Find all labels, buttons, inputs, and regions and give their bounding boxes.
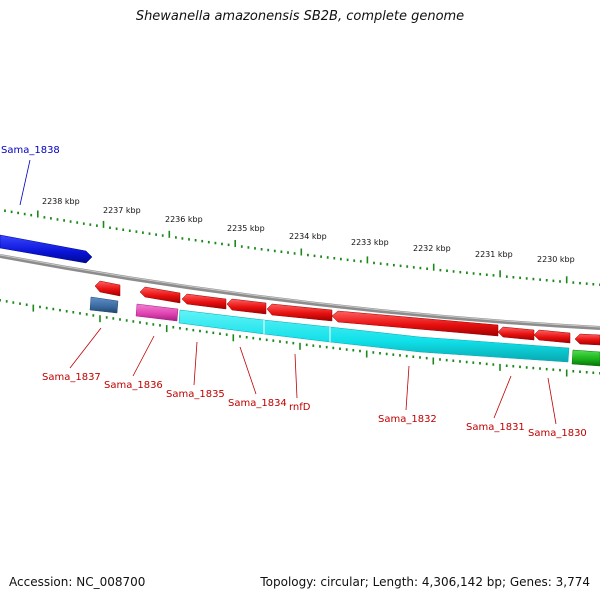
gene-labels: Sama_1838 Sama_1837 Sama_1836 Sama_1835 … [1, 145, 587, 439]
gene-label-sama-1838[interactable]: Sama_1838 [1, 145, 60, 156]
gene-label-sama-1835[interactable]: Sama_1835 [166, 389, 225, 400]
gene-sama-1838-arrow[interactable] [0, 234, 93, 264]
feature-pink-block [135, 303, 179, 322]
kbp-label: 2234 kbp [289, 232, 327, 241]
gene-label-sama-1837[interactable]: Sama_1837 [42, 372, 101, 383]
genome-backbone-highlight [0, 254, 600, 328]
kbp-label: 2232 kbp [413, 244, 451, 253]
outer-tick-ring [4, 209, 600, 286]
gene-partial-right-arrow[interactable] [574, 333, 600, 346]
kbp-labels: 2238 kbp 2237 kbp 2236 kbp 2235 kbp 2234… [42, 197, 575, 264]
kbp-label: 2233 kbp [351, 238, 389, 247]
gene-leaders [19, 159, 557, 425]
kbp-label: 2237 kbp [103, 206, 141, 215]
gene-label-rnfd[interactable]: rnfD [289, 402, 311, 413]
leader-sama-1835 [193, 341, 198, 386]
genome-summary-text: Topology: circular; Length: 4,306,142 bp… [260, 575, 590, 589]
gene-sama-1835-arrow[interactable] [181, 293, 227, 310]
gene-sama-1830-arrow[interactable] [533, 329, 571, 344]
leader-sama-1832 [405, 365, 410, 411]
gene-sama-1837-arrow[interactable] [94, 280, 121, 297]
leader-sama-1834 [239, 346, 257, 395]
inner-tick-ring [0, 299, 600, 377]
kbp-label: 2236 kbp [165, 215, 203, 224]
map-title: Shewanella amazonensis SB2B, complete ge… [135, 9, 465, 24]
gene-label-sama-1834[interactable]: Sama_1834 [228, 398, 287, 409]
gene-rnfd-arrow[interactable] [266, 303, 333, 322]
leader-sama-1836 [132, 335, 155, 377]
leader-sama-1831 [493, 375, 512, 419]
gene-label-sama-1831[interactable]: Sama_1831 [466, 422, 525, 433]
leader-sama-1830 [547, 377, 557, 425]
kbp-label: 2238 kbp [42, 197, 80, 206]
gene-sama-1832-arrow[interactable] [331, 310, 499, 337]
leader-rnfd [294, 353, 298, 399]
kbp-label: 2230 kbp [537, 255, 575, 264]
leader-sama-1837 [69, 327, 102, 369]
gene-sama-1834-arrow[interactable] [226, 298, 267, 315]
feature-green-block [571, 349, 600, 367]
feature-steel-block [89, 296, 119, 314]
gene-label-sama-1836[interactable]: Sama_1836 [104, 380, 163, 391]
accession-text: Accession: NC_008700 [9, 575, 146, 589]
gene-label-sama-1830[interactable]: Sama_1830 [528, 428, 587, 439]
feature-cyan-band [178, 309, 570, 363]
kbp-label: 2231 kbp [475, 250, 513, 259]
genome-backbone [0, 254, 600, 330]
gene-sama-1836-arrow[interactable] [139, 286, 181, 304]
kbp-label: 2235 kbp [227, 224, 265, 233]
gene-label-sama-1832[interactable]: Sama_1832 [378, 414, 437, 425]
leader-sama-1838 [19, 159, 31, 206]
gene-sama-1831-arrow[interactable] [497, 326, 535, 341]
